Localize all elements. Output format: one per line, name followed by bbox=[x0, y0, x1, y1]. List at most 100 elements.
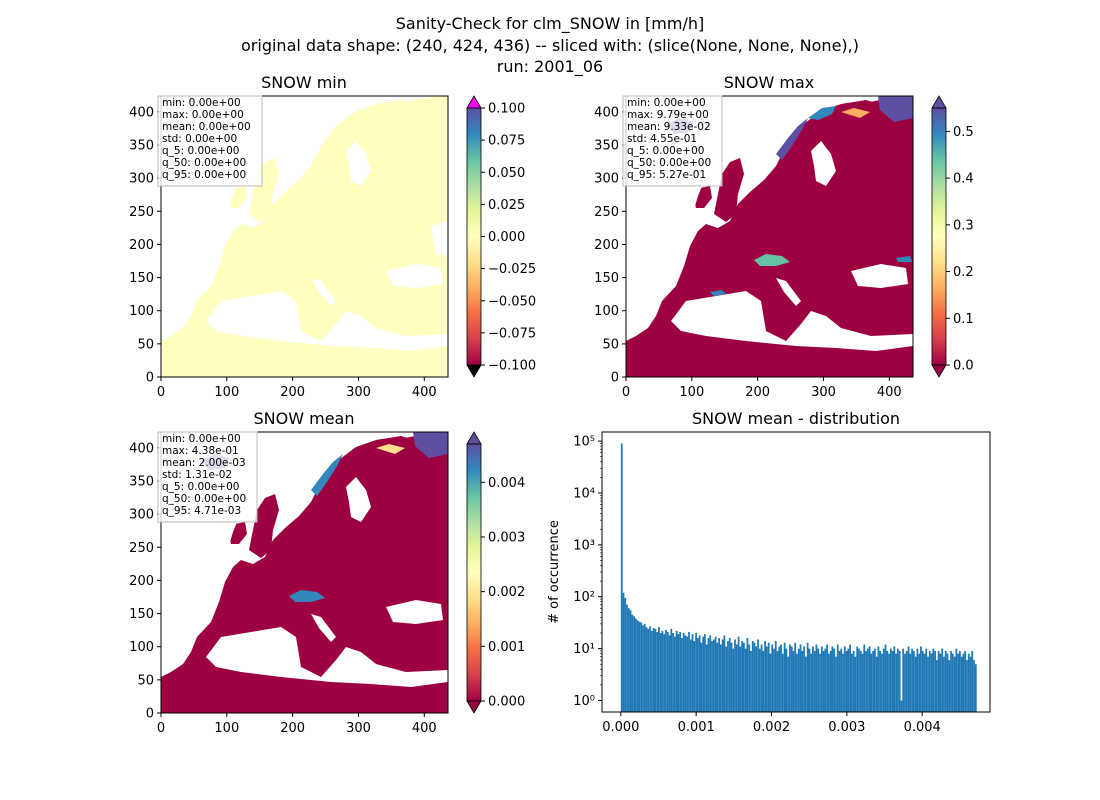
sea-black-max bbox=[851, 264, 908, 288]
y-tick-label: 100 bbox=[129, 304, 154, 319]
colorbar-frame bbox=[466, 443, 482, 702]
sea-mediterranean-max bbox=[671, 291, 913, 351]
histogram-bar bbox=[620, 443, 623, 712]
y-tick-label: 150 bbox=[129, 607, 154, 622]
histogram-bar bbox=[923, 653, 926, 712]
colorbar-tick-label: 0.003 bbox=[488, 530, 525, 545]
histogram-bar bbox=[920, 646, 922, 712]
x-tick-label: 200 bbox=[745, 385, 770, 400]
histogram-bar bbox=[964, 650, 967, 712]
sea-north-min bbox=[279, 136, 311, 176]
histogram-bar bbox=[783, 642, 786, 712]
histogram-bar bbox=[709, 635, 712, 712]
histogram-bar bbox=[665, 629, 667, 712]
stat-line: q_5: 0.00e+00 bbox=[162, 481, 239, 493]
histogram-ylabel: # of occurrence bbox=[547, 520, 562, 624]
x-tick-label: 300 bbox=[346, 385, 371, 400]
y-tick-label: 200 bbox=[594, 238, 619, 253]
histogram-bar bbox=[767, 642, 770, 712]
map-panel-max: 0 100 200 300 400 0 50 100 150 200 250 300 350 400 m… bbox=[594, 95, 914, 400]
sea-baltic-mean bbox=[346, 477, 371, 522]
histogram-bar bbox=[884, 644, 887, 712]
histogram-bar bbox=[741, 641, 743, 712]
sea-adriatic-mean bbox=[311, 614, 336, 642]
x-axis-max: 0 100 200 300 400 bbox=[622, 377, 902, 400]
stat-line: q_50: 0.00e+00 bbox=[627, 157, 711, 169]
histogram-bar bbox=[730, 642, 733, 712]
land-northafrica-mean bbox=[161, 682, 448, 713]
y-tick-label: 250 bbox=[129, 541, 154, 556]
histogram-bar bbox=[673, 636, 676, 712]
stat-line: q_5: 0.00e+00 bbox=[162, 145, 239, 157]
histogram-bar bbox=[695, 633, 697, 712]
colorbar-tick-label: −0.025 bbox=[488, 262, 536, 277]
x-tick-label: 400 bbox=[412, 721, 437, 736]
histogram-bar bbox=[966, 660, 968, 712]
histogram-bar bbox=[877, 646, 880, 712]
stat-line: q_95: 0.00e+00 bbox=[162, 169, 246, 181]
y-tick-label: 10⁵ bbox=[573, 435, 595, 450]
histogram-bar bbox=[668, 635, 671, 712]
x-tick-label: 400 bbox=[877, 385, 902, 400]
histogram-bar bbox=[829, 650, 832, 712]
panel-title-mean: SNOW mean bbox=[254, 409, 355, 428]
snow-scandinavia-mean bbox=[311, 454, 343, 496]
snow-alps-mean bbox=[289, 590, 325, 602]
histogram-bar bbox=[758, 648, 761, 712]
histogram-bar bbox=[681, 638, 683, 712]
land-northafrica-max bbox=[626, 346, 913, 377]
histogram-bar bbox=[854, 656, 857, 712]
stat-line: std: 4.55e-01 bbox=[627, 133, 697, 145]
y-tick-label: 10⁰ bbox=[573, 694, 595, 709]
snow-arctic-edge-max bbox=[841, 108, 870, 118]
y-tick-label: 400 bbox=[129, 105, 154, 120]
x-tick-label: 0.003 bbox=[828, 720, 865, 735]
histogram-bar bbox=[888, 653, 890, 712]
colorbar-tick-label: 0.2 bbox=[953, 265, 974, 280]
histogram-bar bbox=[889, 648, 892, 712]
histogram-bar bbox=[748, 644, 751, 712]
histogram-bar bbox=[927, 656, 929, 712]
histogram-bar bbox=[895, 653, 898, 712]
colorbar-tick-label: −0.075 bbox=[488, 326, 536, 341]
histogram-bar bbox=[656, 631, 659, 712]
colorbar-tick-label: 0.025 bbox=[488, 198, 525, 213]
snow-alps-max bbox=[754, 254, 790, 266]
histogram-bar bbox=[914, 656, 917, 712]
colorbar-under-arrow bbox=[466, 364, 482, 378]
histogram-bar bbox=[943, 656, 945, 712]
y-tick-label: 100 bbox=[594, 304, 619, 319]
colorbar-under-arrow bbox=[931, 364, 947, 378]
histogram-bar bbox=[904, 653, 906, 712]
histogram-bar bbox=[737, 636, 740, 712]
histogram-bar bbox=[700, 642, 703, 712]
figure-title-line-2: original data shape: (240, 424, 436) -- … bbox=[241, 36, 859, 55]
stat-line: max: 9.79e+00 bbox=[627, 109, 709, 121]
histogram-bar bbox=[771, 644, 774, 712]
histogram-bar bbox=[859, 650, 862, 712]
land-scandinavia-max bbox=[776, 100, 886, 176]
histogram-bar bbox=[711, 641, 713, 712]
histogram-bar bbox=[803, 646, 805, 712]
histogram-bar bbox=[634, 618, 637, 712]
colorbar-tick-label: 0.000 bbox=[488, 695, 525, 710]
histogram-bar bbox=[698, 635, 701, 712]
histogram-bar bbox=[732, 648, 735, 712]
histogram-bar bbox=[650, 630, 653, 712]
land-italy-min bbox=[297, 266, 337, 322]
histogram-bar bbox=[879, 650, 882, 712]
x-tick-label: 0 bbox=[622, 385, 630, 400]
histogram-bar bbox=[815, 644, 818, 712]
y-tick-label: 200 bbox=[129, 574, 154, 589]
y-tick-label: 350 bbox=[129, 475, 154, 490]
x-tick-label: 200 bbox=[280, 721, 305, 736]
snow-arctic-mean bbox=[413, 432, 448, 458]
histogram-bar bbox=[852, 650, 855, 712]
colorbar-tick-label: 0.100 bbox=[488, 102, 525, 117]
stat-line: q_50: 0.00e+00 bbox=[162, 493, 246, 505]
histogram-bar bbox=[946, 653, 949, 712]
panel-title-distribution: SNOW mean - distribution bbox=[692, 409, 900, 428]
histogram-bar bbox=[654, 628, 657, 712]
stat-line: q_95: 5.27e-01 bbox=[627, 169, 706, 181]
histogram-bar bbox=[819, 653, 821, 712]
